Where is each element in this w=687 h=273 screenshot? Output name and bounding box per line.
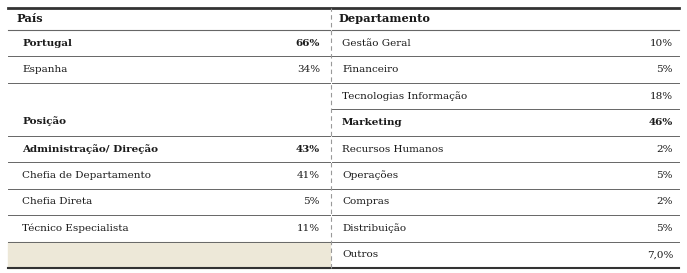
Text: Operações: Operações: [342, 171, 398, 180]
Text: 43%: 43%: [296, 144, 320, 153]
Text: Departamento: Departamento: [338, 13, 430, 25]
Text: 5%: 5%: [657, 171, 673, 180]
Text: Administração/ Direção: Administração/ Direção: [22, 144, 158, 154]
Text: Distribuição: Distribuição: [342, 223, 406, 233]
Text: 41%: 41%: [297, 171, 320, 180]
Text: Compras: Compras: [342, 197, 390, 206]
Text: 11%: 11%: [297, 224, 320, 233]
Text: Chefia de Departamento: Chefia de Departamento: [22, 171, 151, 180]
Text: 7,0%: 7,0%: [646, 250, 673, 259]
Text: Posição: Posição: [22, 116, 66, 126]
Text: 2%: 2%: [657, 144, 673, 153]
Text: Tecnologias Informação: Tecnologias Informação: [342, 91, 467, 101]
Text: 18%: 18%: [650, 92, 673, 101]
Text: Recursos Humanos: Recursos Humanos: [342, 144, 443, 153]
Text: País: País: [16, 13, 43, 25]
Text: Gestão Geral: Gestão Geral: [342, 39, 411, 48]
Text: Outros: Outros: [342, 250, 378, 259]
Text: Espanha: Espanha: [22, 65, 67, 74]
Text: Marketing: Marketing: [342, 118, 403, 127]
Text: Técnico Especialista: Técnico Especialista: [22, 224, 128, 233]
Text: Portugal: Portugal: [22, 39, 72, 48]
Text: 5%: 5%: [657, 65, 673, 74]
Text: 5%: 5%: [657, 224, 673, 233]
Text: 34%: 34%: [297, 65, 320, 74]
Text: 2%: 2%: [657, 197, 673, 206]
Text: 66%: 66%: [295, 39, 320, 48]
Text: 5%: 5%: [304, 197, 320, 206]
Text: 10%: 10%: [650, 39, 673, 48]
Bar: [8, 242, 330, 268]
Text: Chefia Direta: Chefia Direta: [22, 197, 92, 206]
Text: Financeiro: Financeiro: [342, 65, 398, 74]
Text: 46%: 46%: [649, 118, 673, 127]
